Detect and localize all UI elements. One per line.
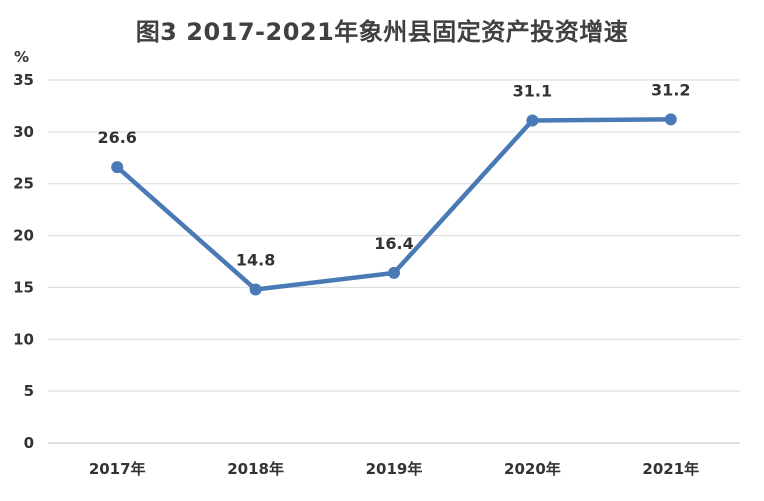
y-tick-label: 5: [24, 382, 34, 400]
y-tick-label: 35: [13, 71, 34, 89]
data-point: [249, 283, 262, 296]
data-point: [111, 161, 124, 174]
data-label: 26.6: [97, 128, 136, 147]
data-point: [388, 266, 400, 279]
x-tick-label: 2020年: [504, 460, 561, 478]
x-tick-label: 2021年: [642, 460, 699, 478]
data-point: [526, 114, 539, 127]
y-axis-unit: %: [14, 48, 29, 66]
x-tick-labels: 2017年 2018年 2019年 2020年 2021年: [89, 460, 699, 478]
data-label: 16.4: [374, 234, 413, 253]
chart-title: 图3 2017-2021年象州县固定资产投资增速: [135, 18, 629, 46]
data-labels: 26.6 14.8 16.4 31.1 31.2: [97, 80, 690, 269]
y-tick-label: 25: [13, 175, 34, 193]
gridlines: [48, 79, 740, 444]
series-line: [114, 117, 674, 292]
y-tick-label: 10: [13, 330, 34, 348]
data-label: 31.1: [513, 81, 552, 100]
data-label: 14.8: [236, 251, 275, 270]
y-tick-label: 0: [24, 434, 34, 452]
y-tick-label: 20: [13, 227, 34, 245]
x-tick-label: 2017年: [89, 460, 146, 478]
series-polyline: [114, 117, 674, 292]
data-point: [664, 113, 677, 126]
data-points: [111, 113, 677, 296]
x-tick-label: 2019年: [366, 460, 423, 478]
x-tick-label: 2018年: [227, 460, 284, 478]
y-tick-labels: 0 5 10 15 20 25 30 35: [13, 71, 34, 452]
y-tick-label: 30: [13, 123, 34, 141]
data-label: 31.2: [651, 80, 690, 99]
y-tick-label: 15: [13, 278, 34, 296]
